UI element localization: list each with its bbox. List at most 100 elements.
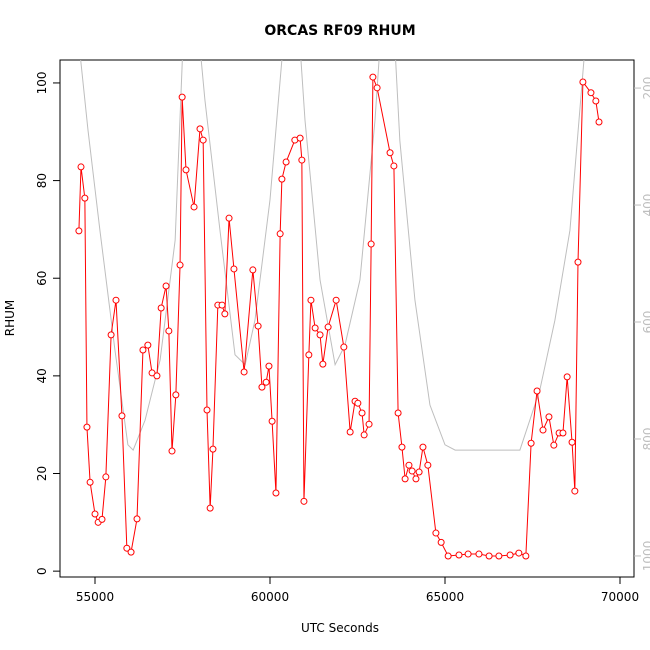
data-point (258, 383, 266, 391)
chart-title: ORCAS RF09 RHUM (264, 23, 415, 39)
data-point (587, 89, 595, 97)
data-point (112, 296, 120, 304)
data-point (332, 296, 340, 304)
data-point (83, 423, 91, 431)
data-point (127, 548, 135, 556)
data-point (102, 473, 110, 481)
data-point (550, 441, 558, 449)
x-tick-label: 65000 (426, 590, 464, 604)
series-line (80, 60, 585, 451)
y-tick-label: 80 (35, 173, 49, 188)
data-point (415, 468, 423, 476)
data-point (305, 351, 313, 359)
data-point (272, 489, 280, 497)
data-point (81, 194, 89, 202)
data-point (545, 413, 553, 421)
data-point (168, 447, 176, 455)
data-point (515, 549, 523, 557)
data-point (86, 478, 94, 486)
data-point (539, 426, 547, 434)
data-point (165, 327, 173, 335)
data-point (390, 162, 398, 170)
plot-box (59, 59, 635, 578)
data-point (123, 544, 131, 552)
data-point (230, 265, 238, 273)
x-tick-label: 60000 (251, 590, 289, 604)
data-point (386, 149, 394, 157)
y-tick-label: 20 (35, 466, 49, 481)
data-point (282, 158, 290, 166)
y-tick-label: 0 (35, 567, 49, 575)
data-point (107, 331, 115, 339)
data-point (367, 240, 375, 248)
data-point (144, 341, 152, 349)
data-point (568, 438, 576, 446)
data-point (98, 515, 106, 523)
x-tick-label: 55000 (76, 590, 114, 604)
data-point (91, 510, 99, 518)
data-point (196, 125, 204, 133)
data-point (595, 118, 603, 126)
data-point (365, 420, 373, 428)
y2-tick-label: 600 (641, 311, 650, 334)
data-point (485, 552, 493, 560)
data-point (240, 368, 248, 376)
data-point (139, 346, 147, 354)
data-point (311, 324, 319, 332)
data-point (369, 73, 377, 81)
data-point (346, 428, 354, 436)
data-point (298, 156, 306, 164)
y-tick-label: 60 (35, 271, 49, 286)
data-point (75, 227, 83, 235)
data-point (118, 412, 126, 420)
y2-tick-label: 400 (641, 194, 650, 217)
data-point (354, 399, 362, 407)
data-point (475, 550, 483, 558)
data-point (133, 515, 141, 523)
data-point (455, 551, 463, 559)
data-point (300, 497, 308, 505)
data-point (358, 409, 366, 417)
y-tick-label: 40 (35, 368, 49, 383)
data-point (527, 439, 535, 447)
data-point (405, 461, 413, 469)
data-point (464, 550, 472, 558)
data-point (176, 261, 184, 269)
y-axis-label: RHUM (3, 300, 17, 337)
data-point (172, 391, 180, 399)
data-point (249, 266, 257, 274)
data-point (182, 166, 190, 174)
data-point (424, 461, 432, 469)
data-point (574, 258, 582, 266)
data-point (178, 93, 186, 101)
plot-area (75, 60, 603, 560)
data-point (209, 445, 217, 453)
data-point (444, 552, 452, 560)
data-point (563, 373, 571, 381)
data-point (296, 134, 304, 142)
data-point (401, 475, 409, 483)
data-point (262, 378, 270, 386)
data-point (162, 282, 170, 290)
data-point (419, 443, 427, 451)
data-point (278, 175, 286, 183)
data-point (398, 443, 406, 451)
data-point (268, 417, 276, 425)
data-point (412, 475, 420, 483)
data-point (190, 203, 198, 211)
y-tick-label: 100 (35, 71, 49, 94)
data-point (360, 431, 368, 439)
data-point (432, 529, 440, 537)
data-point (533, 387, 541, 395)
data-point (506, 551, 514, 559)
data-point (324, 323, 332, 331)
data-point (522, 552, 530, 560)
data-point (307, 296, 315, 304)
data-point (319, 360, 327, 368)
data-point (254, 322, 262, 330)
data-point (592, 97, 600, 105)
data-point (206, 504, 214, 512)
